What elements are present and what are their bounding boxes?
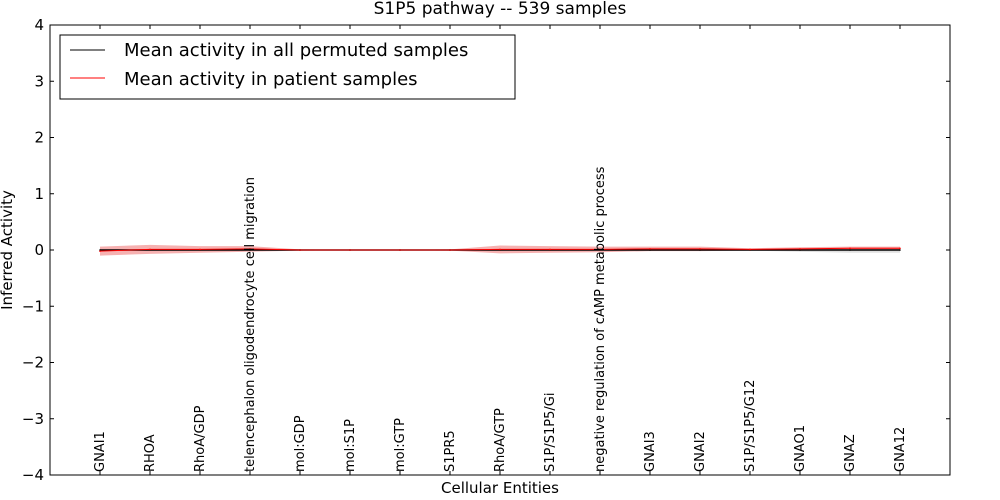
y-axis-ticks: 4 3 2 1 0 −1 −2 −3 −4 bbox=[22, 16, 950, 484]
category-label-7: S1PR5 bbox=[443, 430, 458, 472]
y-tick-label-7: −3 bbox=[22, 410, 44, 428]
patient-point-9 bbox=[549, 248, 551, 251]
patient-point-4 bbox=[299, 249, 301, 251]
y-tick-label-2: 2 bbox=[34, 129, 44, 147]
y-tick-label-0: 4 bbox=[34, 16, 44, 34]
category-label-3: telencephalon oligodendrocyte cell migra… bbox=[243, 177, 258, 472]
patient-point-3 bbox=[249, 248, 251, 250]
legend-label-patient: Mean activity in patient samples bbox=[124, 69, 418, 90]
category-label-11: GNAI3 bbox=[643, 431, 658, 472]
y-tick-label-4: 0 bbox=[34, 241, 44, 259]
patient-point-12 bbox=[699, 248, 701, 250]
patient-point-15 bbox=[849, 247, 851, 250]
patient-point-5 bbox=[349, 249, 351, 251]
patient-point-2 bbox=[199, 248, 201, 251]
chart-title: S1P5 pathway -- 539 samples bbox=[374, 0, 627, 19]
y-axis-label: Inferred Activity bbox=[0, 190, 16, 310]
y-tick-label-6: −2 bbox=[22, 354, 44, 372]
patient-point-13 bbox=[749, 248, 751, 251]
patient-point-7 bbox=[449, 249, 451, 251]
y-tick-label-8: −4 bbox=[22, 466, 44, 484]
category-label-0: GNAI1 bbox=[93, 431, 108, 472]
category-label-1: RHOA bbox=[143, 434, 158, 472]
permuted-point-3 bbox=[249, 249, 251, 251]
y-tick-label-5: −1 bbox=[22, 297, 44, 315]
category-label-12: GNAI2 bbox=[693, 431, 708, 472]
patient-point-0 bbox=[99, 250, 101, 252]
category-label-13: S1P/S1P5/G12 bbox=[743, 380, 758, 472]
patient-point-6 bbox=[399, 249, 401, 251]
category-label-16: GNA12 bbox=[893, 427, 908, 472]
category-label-14: GNAO1 bbox=[793, 425, 808, 472]
category-label-4: mol:GDP bbox=[293, 415, 308, 472]
patient-point-14 bbox=[799, 248, 801, 250]
legend-box bbox=[59, 34, 516, 100]
legend: Mean activity in all permuted samples Me… bbox=[59, 34, 516, 100]
category-label-5: mol:S1P bbox=[343, 419, 358, 472]
patient-point-8 bbox=[499, 248, 501, 251]
permuted-point-14 bbox=[799, 249, 801, 251]
permuted-point-12 bbox=[699, 249, 701, 251]
category-label-15: GNAZ bbox=[843, 434, 858, 472]
category-labels: GNAI1 RHOA RhoA/GDP telencephalon oligodend… bbox=[93, 166, 908, 472]
y-tick-label-3: 1 bbox=[34, 185, 44, 203]
category-label-10: negative regulation of cAMP metabolic pr… bbox=[593, 166, 608, 472]
permuted-point-16 bbox=[899, 249, 901, 251]
patient-point-11 bbox=[649, 248, 651, 250]
category-label-6: mol:GTP bbox=[393, 418, 408, 472]
x-axis-ticks bbox=[99, 25, 901, 475]
category-label-9: S1P/S1P5/Gi bbox=[543, 393, 558, 472]
x-axis-label: Cellular Entities bbox=[441, 479, 559, 497]
patient-point-1 bbox=[149, 248, 151, 251]
category-label-2: RhoA/GDP bbox=[193, 405, 208, 472]
permuted-point-0 bbox=[99, 249, 101, 251]
line-layer bbox=[99, 247, 901, 252]
permuted-point-15 bbox=[849, 249, 851, 251]
patient-point-10 bbox=[599, 248, 601, 251]
y-tick-label-1: 3 bbox=[34, 72, 44, 90]
patient-point-16 bbox=[899, 247, 901, 250]
category-label-8: RhoA/GTP bbox=[493, 408, 508, 472]
permuted-point-11 bbox=[649, 249, 651, 251]
legend-label-permuted: Mean activity in all permuted samples bbox=[124, 40, 468, 61]
